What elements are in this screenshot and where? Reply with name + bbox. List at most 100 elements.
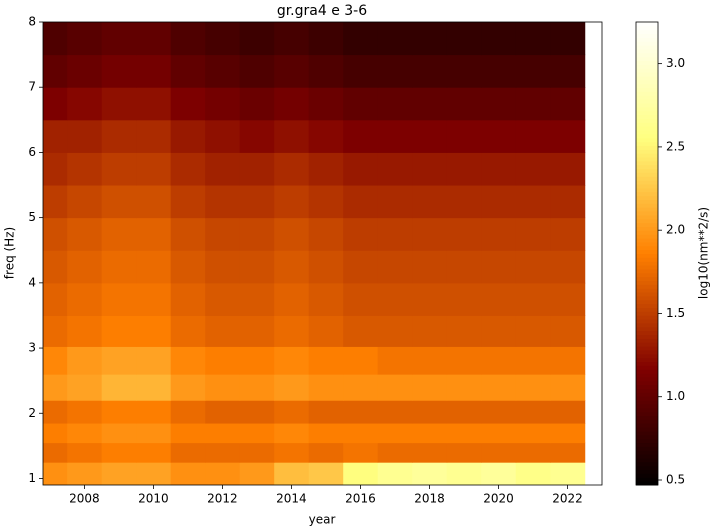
colorbar-segment <box>636 218 658 224</box>
colorbar-segment <box>636 133 658 139</box>
colorbar-segment <box>636 56 658 62</box>
heatmap-cell <box>101 315 137 347</box>
heatmap-cell <box>101 374 137 401</box>
colorbar-segment <box>636 153 658 158</box>
heatmap-cell <box>308 119 344 153</box>
colorbar <box>636 22 658 486</box>
heatmap-cell <box>308 442 344 463</box>
colorbar-segment <box>636 272 658 278</box>
heatmap-cell <box>343 462 379 485</box>
heatmap-cell <box>412 374 448 401</box>
heatmap-cell <box>446 346 482 375</box>
heatmap-cell <box>343 119 379 153</box>
colorbar-segment <box>636 307 658 312</box>
colorbar-segment <box>636 268 658 274</box>
heatmap-cell <box>515 54 551 88</box>
heatmap-cell <box>136 217 172 251</box>
heatmap-cell <box>101 250 137 284</box>
colorbar-segment <box>636 60 658 65</box>
heatmap-cell <box>446 250 482 284</box>
colorbar-segment <box>636 361 658 366</box>
heatmap-cell <box>515 374 551 401</box>
heatmap-cell <box>412 462 448 485</box>
heatmap-cell <box>515 250 551 284</box>
heatmap-cell <box>274 462 310 485</box>
heatmap-cell <box>308 423 344 444</box>
colorbar-segment <box>636 68 658 73</box>
heatmap-cell <box>550 250 586 284</box>
heatmap-cell <box>481 400 517 424</box>
heatmap-cell <box>446 374 482 401</box>
heatmap-cell <box>308 152 344 186</box>
heatmap-cell <box>377 423 413 444</box>
heatmap-cell <box>136 22 172 56</box>
y-axis-label: freq (Hz) <box>3 227 17 279</box>
heatmap-cell <box>170 119 206 153</box>
colorbar-segment <box>636 203 658 208</box>
colorbar-segment <box>636 365 658 370</box>
heatmap-cell <box>67 250 103 284</box>
heatmap-cell <box>274 250 310 284</box>
heatmap-cell <box>239 87 275 121</box>
heatmap-cell <box>550 400 586 424</box>
heatmap-cell <box>446 119 482 153</box>
colorbar-segment <box>636 311 658 316</box>
heatmap-cell <box>446 315 482 347</box>
x-axis-label: year <box>309 513 336 527</box>
colorbar-segment <box>636 230 658 235</box>
heatmap-cell <box>67 423 103 444</box>
heatmap-cell <box>101 119 137 153</box>
colorbar-segment <box>636 419 658 424</box>
heatmap-cell <box>43 250 68 284</box>
heatmap-cell <box>43 282 68 316</box>
heatmap-cell <box>170 315 206 347</box>
colorbar-segment <box>636 122 658 127</box>
heatmap-cell <box>101 22 137 56</box>
heatmap-cell <box>136 462 172 485</box>
heatmap-cell <box>308 87 344 121</box>
heatmap-cell <box>412 250 448 284</box>
heatmap-cell <box>412 22 448 56</box>
heatmap-cell <box>308 217 344 251</box>
heatmap-cell <box>343 400 379 424</box>
heatmap-cell <box>377 346 413 375</box>
colorbar-segment <box>636 430 658 436</box>
heatmap-cell <box>170 462 206 485</box>
heatmap-cell <box>377 185 413 219</box>
heatmap-cell <box>412 315 448 347</box>
colorbar-segment <box>636 346 658 351</box>
colorbar-segment <box>636 41 658 46</box>
heatmap-cell <box>205 217 241 251</box>
heatmap-cell <box>515 442 551 463</box>
heatmap-cell <box>205 152 241 186</box>
heatmap-cell <box>343 54 379 88</box>
heatmap-cell <box>136 87 172 121</box>
heatmap-cell <box>101 152 137 186</box>
colorbar-segment <box>636 253 658 258</box>
colorbar-segment <box>636 369 658 374</box>
heatmap-cell <box>377 250 413 284</box>
heatmap-cell <box>274 54 310 88</box>
heatmap-cell <box>170 22 206 56</box>
heatmap-cell <box>515 152 551 186</box>
colorbar-segment <box>636 295 658 301</box>
colorbar-segment <box>636 265 658 270</box>
heatmap-cell <box>377 462 413 485</box>
heatmap-cell <box>550 346 586 375</box>
colorbar-segment <box>636 411 658 417</box>
heatmap <box>43 22 586 485</box>
heatmap-cell <box>446 54 482 88</box>
colorbar-segment <box>636 87 658 92</box>
colorbar-segment <box>636 76 658 81</box>
heatmap-cell <box>446 87 482 121</box>
heatmap-cell <box>481 87 517 121</box>
colorbar-segment <box>636 319 658 324</box>
heatmap-cell <box>239 250 275 284</box>
heatmap-cell <box>170 54 206 88</box>
colorbar-frame <box>635 21 659 486</box>
colorbar-segment <box>636 64 658 69</box>
colorbar-segment <box>636 322 658 328</box>
heatmap-cell <box>67 346 103 375</box>
heatmap-cell <box>308 54 344 88</box>
